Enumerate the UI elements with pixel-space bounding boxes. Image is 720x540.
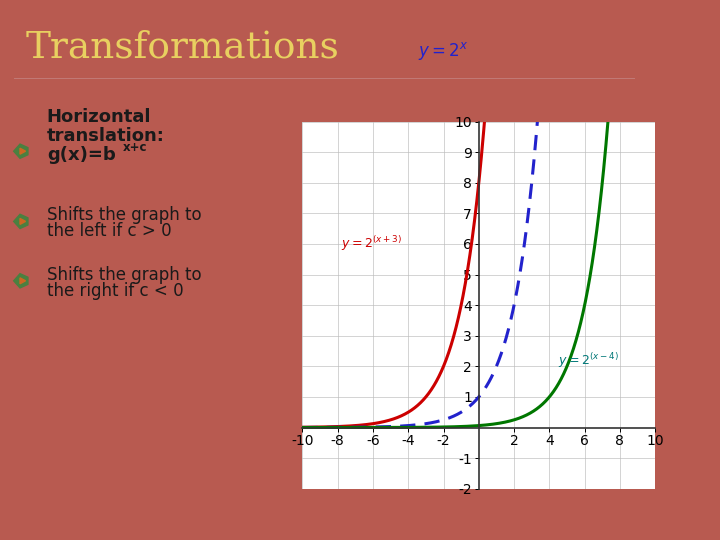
Text: Shifts the graph to: Shifts the graph to bbox=[47, 206, 202, 224]
Text: the right if c < 0: the right if c < 0 bbox=[47, 282, 184, 300]
Text: the left if c > 0: the left if c > 0 bbox=[47, 222, 171, 240]
Polygon shape bbox=[14, 144, 28, 158]
Text: $y = 2^{(x+3)}$: $y = 2^{(x+3)}$ bbox=[341, 234, 402, 253]
Polygon shape bbox=[14, 214, 28, 228]
Text: x+c: x+c bbox=[122, 141, 147, 154]
Polygon shape bbox=[20, 278, 26, 284]
Text: Horizontal: Horizontal bbox=[47, 108, 151, 126]
Text: translation:: translation: bbox=[47, 127, 165, 145]
Text: g(x)=b: g(x)=b bbox=[47, 146, 115, 164]
Text: Transformations: Transformations bbox=[25, 30, 339, 66]
Text: $y = 2^{(x-4)}$: $y = 2^{(x-4)}$ bbox=[558, 351, 619, 369]
Polygon shape bbox=[20, 219, 26, 225]
Polygon shape bbox=[14, 274, 28, 288]
Text: $y = 2^x$: $y = 2^x$ bbox=[418, 40, 468, 62]
Text: Shifts the graph to: Shifts the graph to bbox=[47, 266, 202, 284]
Polygon shape bbox=[20, 148, 26, 154]
